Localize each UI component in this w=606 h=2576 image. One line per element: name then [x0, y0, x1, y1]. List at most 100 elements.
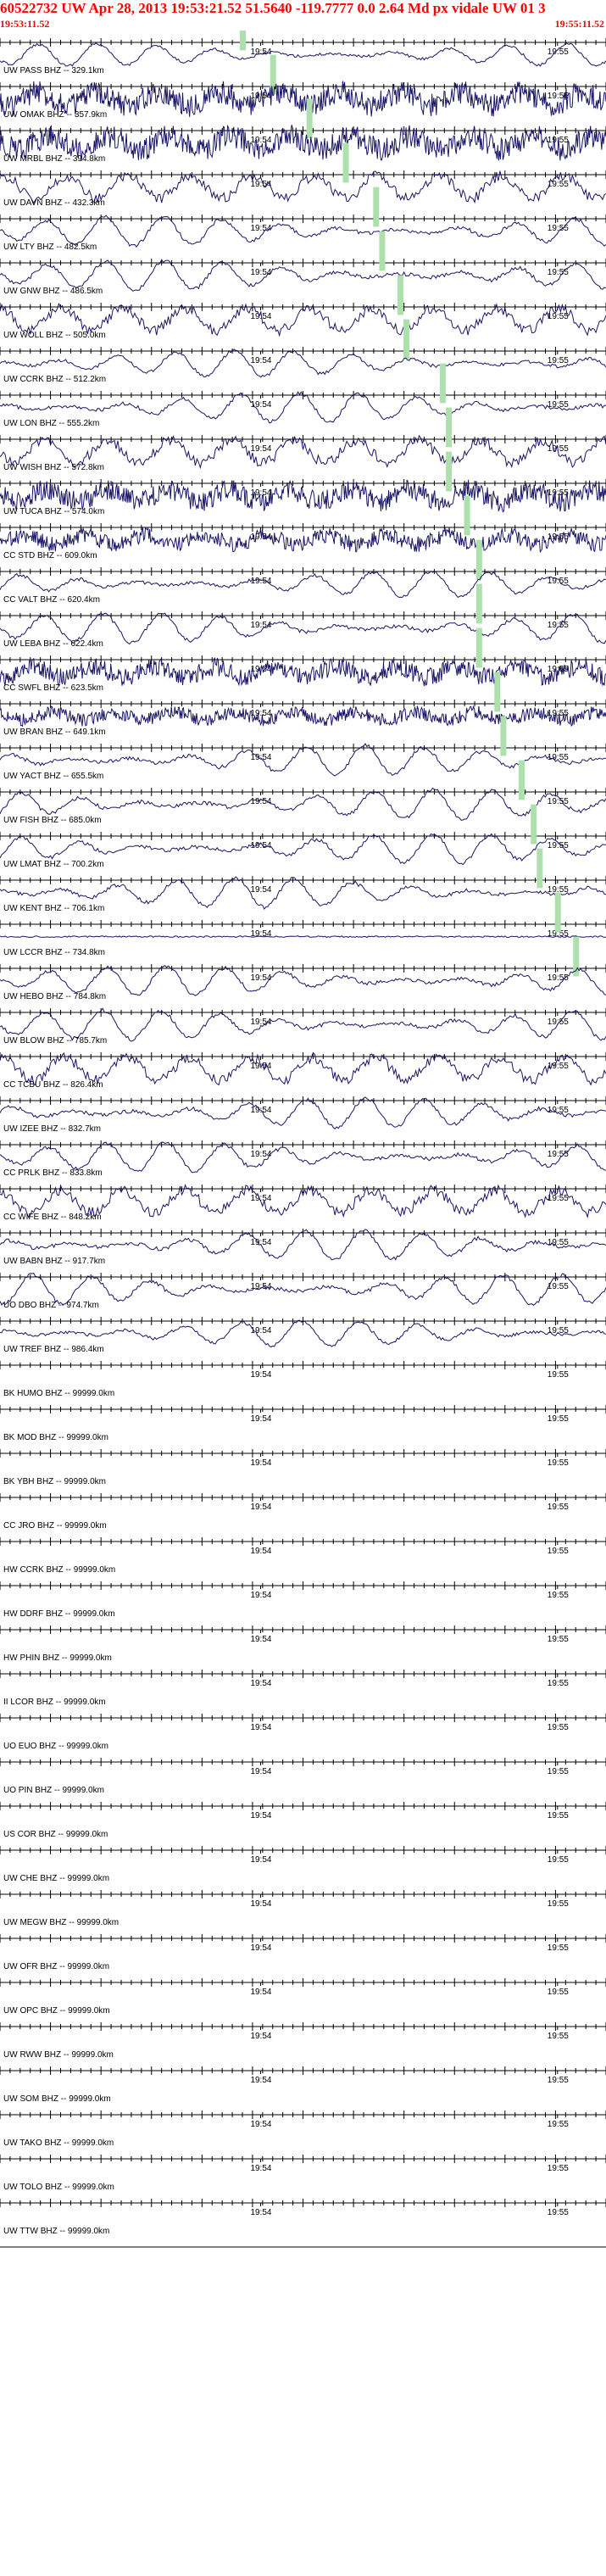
channel-row: 19:54 19:55 UW OPC BHZ -- 99999.0km — [0, 1978, 606, 2016]
axis-ticks — [0, 435, 606, 443]
station-label: UW OFR BHZ -- 99999.0km — [3, 1962, 109, 1971]
waveform-trace — [0, 612, 606, 645]
station-label: UW TREF BHZ -- 986.4km — [3, 1345, 104, 1354]
station-label: UW LEBA BHZ -- 622.4km — [3, 639, 103, 649]
minute-tick-label: 19:55 — [548, 797, 569, 806]
minute-tick-label: 19:55 — [548, 488, 569, 498]
minute-tick-label: 19:54 — [250, 1767, 271, 1776]
minute-tick-label: 19:55 — [548, 577, 569, 586]
minute-tick-label: 19:55 — [548, 1855, 569, 1865]
waveform-trace — [0, 124, 606, 162]
axis-ticks — [0, 2066, 606, 2075]
station-label: CC STD BHZ -- 609.0km — [3, 551, 97, 560]
minute-tick-label: 19:54 — [250, 1238, 271, 1247]
station-label: HW DDRF BHZ -- 99999.0km — [3, 1609, 115, 1619]
channel-row: 19:54 19:55 US COR BHZ -- 99999.0km — [0, 1802, 606, 1839]
phase-pick-marker — [446, 407, 453, 448]
station-label: UW MEGW BHZ -- 99999.0km — [3, 1918, 119, 1927]
minute-tick-label: 19:55 — [548, 268, 569, 277]
waveform-trace — [0, 1229, 606, 1261]
channel-row: 19:54 19:55 UW LCCR BHZ -- 734.8km — [0, 892, 606, 957]
station-label: UO EUO BHZ -- 99999.0km — [3, 1742, 108, 1751]
minute-tick-label: 19:54 — [250, 1635, 271, 1644]
channel-row: 19:54 19:55 CC VALT BHZ -- 620.4km — [0, 539, 606, 605]
minute-tick-label: 19:55 — [548, 1238, 569, 1247]
waveform-trace — [0, 259, 606, 292]
channel-row: 19:54 19:55 UW BRAN BHZ -- 649.1km — [0, 672, 606, 737]
station-label: UW MRBL BHZ -- 394.8km — [3, 154, 105, 164]
minute-tick-label: 19:54 — [250, 1679, 271, 1688]
minute-tick-label: 19:54 — [250, 2032, 271, 2041]
waveform-trace — [0, 1184, 606, 1218]
axis-ticks — [0, 1140, 606, 1149]
minute-tick-label: 19:55 — [548, 665, 569, 674]
phase-pick-marker — [379, 231, 386, 271]
minute-tick-label: 19:55 — [548, 973, 569, 983]
event-title: 60522732 UW Apr 28, 2013 19:53:21.52 51.… — [0, 0, 546, 16]
channel-row: 19:54 19:55 HW PHIN BHZ -- 99999.0km — [0, 1625, 606, 1663]
station-label: UO PIN BHZ -- 99999.0km — [3, 1786, 104, 1795]
channel-row: 19:54 19:55 UW CCRK BHZ -- 512.2km — [0, 319, 606, 384]
phase-pick-marker — [531, 804, 537, 845]
minute-tick-label: 19:54 — [250, 577, 271, 586]
minute-tick-label: 19:55 — [548, 2076, 569, 2085]
minute-tick-label: 19:55 — [548, 2032, 569, 2041]
minute-tick-label: 19:55 — [548, 841, 569, 850]
channel-row: 19:54 19:55 UO DBO BHZ -- 974.7km — [0, 1272, 606, 1310]
minute-tick-label: 19:55 — [548, 1106, 569, 1115]
phase-pick-marker — [464, 495, 470, 536]
axis-ticks — [0, 1317, 606, 1325]
station-label: CC WIFE BHZ -- 848.2km — [3, 1213, 102, 1222]
axis-ticks — [0, 1758, 606, 1766]
phase-pick-marker — [475, 627, 482, 668]
station-label: UW TOLO BHZ -- 99999.0km — [3, 2183, 114, 2192]
minute-tick-label: 19:54 — [250, 1988, 271, 1997]
waveform-trace — [0, 833, 606, 866]
axis-ticks — [0, 1273, 606, 1281]
station-label: UW WISH BHZ -- 572.8km — [3, 463, 104, 472]
station-label: UW WOLL BHZ -- 505.0km — [3, 331, 106, 340]
station-label: UW LTY BHZ -- 482.5km — [3, 243, 97, 252]
axis-ticks — [0, 1934, 606, 1943]
axis-ticks — [0, 1625, 606, 1634]
axis-ticks — [0, 1361, 606, 1369]
minute-tick-label: 19:55 — [548, 2208, 569, 2217]
minute-tick-label: 19:54 — [250, 1370, 271, 1380]
waveform-trace — [0, 876, 606, 911]
station-label: CC JRO BHZ -- 99999.0km — [3, 1521, 107, 1531]
minute-tick-label: 19:54 — [250, 1855, 271, 1865]
minute-tick-label: 19:55 — [548, 885, 569, 895]
minute-tick-label: 19:55 — [548, 709, 569, 718]
station-label: UW BLOW BHZ -- 785.7km — [3, 1036, 107, 1045]
station-label: UW BABN BHZ -- 917.7km — [3, 1257, 105, 1266]
channel-row: 19:54 19:55 UW TOLO BHZ -- 99999.0km — [0, 2155, 606, 2192]
channel-row: 19:54 19:55 II LCOR BHZ -- 99999.0km — [0, 1670, 606, 1707]
minute-tick-label: 19:55 — [548, 1018, 569, 1027]
axis-ticks — [0, 523, 606, 532]
axis-ticks — [0, 1008, 606, 1017]
axis-ticks — [0, 920, 606, 928]
station-label: UW IZEE BHZ -- 832.7km — [3, 1124, 101, 1134]
axis-ticks — [0, 1846, 606, 1854]
minute-tick-label: 19:54 — [250, 885, 271, 895]
waveform-trace — [0, 81, 606, 117]
minute-tick-label: 19:54 — [250, 136, 271, 145]
channel-row: 19:54 19:55 UW TTW BHZ -- 99999.0km — [0, 2199, 606, 2236]
minute-tick-label: 19:55 — [548, 1723, 569, 1732]
axis-ticks — [0, 347, 606, 355]
phase-pick-marker — [537, 848, 543, 889]
channel-row: 19:54 19:55 UW DAVN BHZ -- 432.3km — [0, 142, 606, 208]
station-label: UW SOM BHZ -- 99999.0km — [3, 2094, 111, 2104]
minute-tick-label: 19:54 — [250, 356, 271, 365]
header: 60522732 UW Apr 28, 2013 19:53:21.52 51.… — [0, 0, 606, 31]
axis-ticks — [0, 479, 606, 488]
phase-pick-marker — [475, 539, 482, 580]
waveform-trace — [0, 1096, 606, 1129]
minute-tick-label: 19:55 — [548, 1899, 569, 1909]
minute-tick-label: 19:54 — [250, 224, 271, 233]
minute-tick-label: 19:55 — [548, 1326, 569, 1335]
minute-tick-label: 19:54 — [250, 1503, 271, 1512]
axis-ticks — [0, 788, 606, 796]
